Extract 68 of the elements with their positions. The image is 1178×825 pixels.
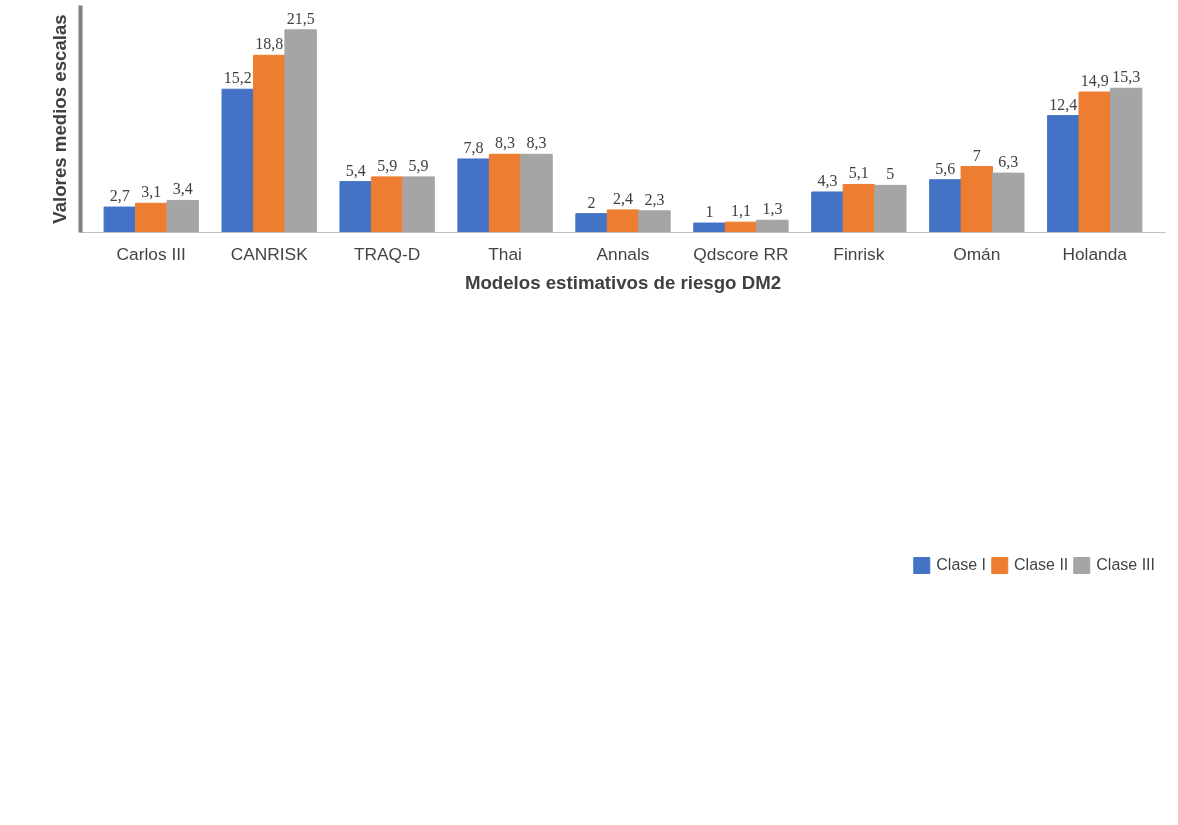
bar xyxy=(874,184,907,233)
x-tick-label: Finrisk xyxy=(833,243,885,264)
bar xyxy=(221,88,254,233)
data-label: 5,4 xyxy=(345,161,366,179)
data-label: 5 xyxy=(886,165,895,183)
x-tick-label: TRAQ-D xyxy=(353,243,421,264)
bar xyxy=(457,158,490,233)
legend-label: Clase III xyxy=(1096,556,1155,574)
bar xyxy=(960,166,994,233)
bar xyxy=(693,222,726,233)
data-label: 7,8 xyxy=(463,138,484,156)
data-label: 1,3 xyxy=(762,200,783,218)
bar xyxy=(402,176,435,233)
data-label: 2,7 xyxy=(109,187,130,205)
data-label: 5,6 xyxy=(935,159,956,177)
x-tick-label: Omán xyxy=(953,243,1001,264)
bar xyxy=(1078,91,1111,233)
bar xyxy=(992,172,1025,233)
x-tick-label: Carlos III xyxy=(116,243,186,264)
bar xyxy=(575,213,608,233)
bar xyxy=(1109,87,1143,233)
data-label: 21,5 xyxy=(286,9,315,27)
x-tick-label: Holanda xyxy=(1062,243,1128,264)
bar xyxy=(252,54,286,233)
bar xyxy=(842,183,876,233)
bar xyxy=(638,210,671,233)
bar xyxy=(811,191,844,233)
bar xyxy=(284,29,317,233)
data-label: 2 xyxy=(587,193,596,211)
bar xyxy=(724,221,758,233)
bar xyxy=(103,206,137,233)
bar xyxy=(370,176,404,233)
legend-label: Clase II xyxy=(1014,556,1069,574)
data-label: 2,4 xyxy=(613,189,633,207)
bar xyxy=(606,209,640,233)
data-label: 8,3 xyxy=(526,134,547,152)
x-axis-title: Modelos estimativos de riesgo DM2 xyxy=(464,271,782,293)
data-label: 3,4 xyxy=(172,180,193,198)
data-label: 1 xyxy=(705,203,714,221)
data-label: 15,2 xyxy=(223,69,252,87)
data-label: 1,1 xyxy=(730,202,751,220)
bar xyxy=(135,202,168,233)
data-label: 4,3 xyxy=(817,171,838,189)
x-tick-label: Annals xyxy=(596,243,650,264)
y-axis-title: Valores medios escalas xyxy=(48,14,70,224)
data-label: 6,3 xyxy=(998,153,1019,171)
legend-label: Clase I xyxy=(936,556,987,574)
bar xyxy=(166,199,199,233)
bar xyxy=(520,153,553,233)
bar xyxy=(1047,115,1080,233)
x-tick-label: Qdscore RR xyxy=(693,243,789,264)
bar xyxy=(488,153,522,233)
bar xyxy=(339,181,372,233)
data-label: 8,3 xyxy=(495,134,516,152)
x-tick-label: Thai xyxy=(488,243,522,264)
data-label: 3,1 xyxy=(141,183,162,201)
data-label: 5,1 xyxy=(848,164,869,182)
data-label: 5,9 xyxy=(408,156,429,174)
data-label: 15,3 xyxy=(1112,68,1141,86)
data-label: 12,4 xyxy=(1049,95,1078,113)
data-label: 18,8 xyxy=(255,35,284,53)
bar xyxy=(929,179,962,233)
data-label: 14,9 xyxy=(1080,72,1109,90)
data-label: 2,3 xyxy=(644,190,665,208)
data-label: 7 xyxy=(972,146,981,164)
x-tick-label: CANRISK xyxy=(230,243,309,264)
data-label: 5,9 xyxy=(377,156,398,174)
bar xyxy=(756,219,789,233)
